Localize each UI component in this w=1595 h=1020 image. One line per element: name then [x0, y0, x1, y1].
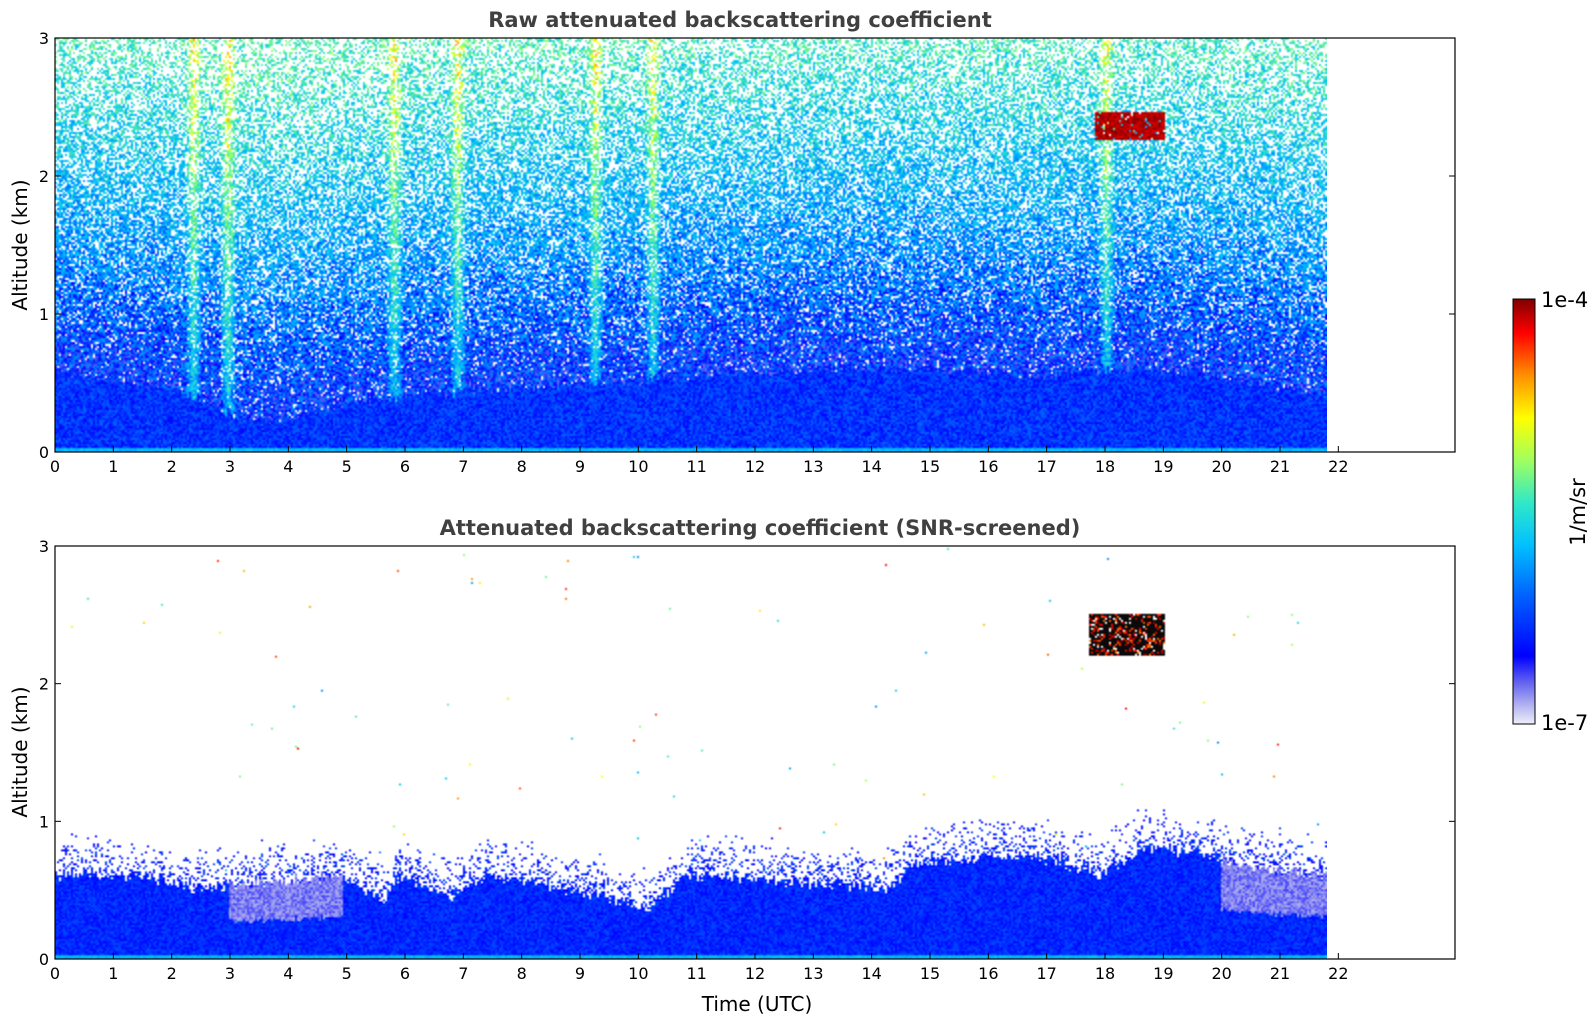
panel-screened-xtick-label: 19 [1153, 964, 1173, 983]
panel-screened-xtick-label: 21 [1270, 964, 1290, 983]
panel-screened-xtick-label: 20 [1211, 964, 1231, 983]
panel-raw-xtick-label: 16 [978, 457, 998, 476]
panel-screened-ytick-label: 0 [39, 950, 49, 969]
panel-raw-xtick-label: 3 [225, 457, 235, 476]
panel-raw-xtick-label: 21 [1270, 457, 1290, 476]
panel-screened-xtick-label: 4 [283, 964, 293, 983]
colorbar-gradient [1512, 298, 1536, 725]
colorbar: 1e-4 1e-7 1/m/sr [1512, 288, 1590, 735]
colorbar-min-label: 1e-7 [1541, 711, 1588, 735]
panel-raw-xtick-label: 13 [803, 457, 823, 476]
panel-screened-xtick-label: 6 [400, 964, 410, 983]
panel-screened-xtick-label: 2 [167, 964, 177, 983]
panel-screened-xtick-label: 3 [225, 964, 235, 983]
panel-raw-xtick-label: 1 [108, 457, 118, 476]
panel-screened-xtick-label: 22 [1328, 964, 1348, 983]
panel-screened-xtick-label: 5 [342, 964, 352, 983]
panel-raw-xtick-label: 14 [861, 457, 881, 476]
panel-screened-xtick-label: 17 [1036, 964, 1056, 983]
panel-raw-ylabel: Altitude (km) [8, 179, 32, 310]
panel-screened-xtick-label: 12 [745, 964, 765, 983]
panel-screened: Attenuated backscattering coefficient (S… [8, 516, 1456, 1016]
panel-screened-xtick-label: 18 [1095, 964, 1115, 983]
panel-screened-xtick-label: 0 [50, 964, 60, 983]
panel-screened-xlabel: Time (UTC) [701, 992, 813, 1016]
panel-raw-xtick-label: 2 [167, 457, 177, 476]
panel-screened-xtick-label: 13 [803, 964, 823, 983]
panel-screened-xtick-label: 1 [108, 964, 118, 983]
colorbar-max-label: 1e-4 [1541, 288, 1588, 312]
panel-raw-xtick-label: 7 [458, 457, 468, 476]
panel-screened-ylabel: Altitude (km) [8, 686, 32, 817]
panel-raw-xtick-label: 4 [283, 457, 293, 476]
panel-raw-xtick-label: 22 [1328, 457, 1348, 476]
panel-screened-xtick-label: 9 [575, 964, 585, 983]
panel-screened-xtick-label: 10 [628, 964, 648, 983]
panel-screened-heatmap [55, 546, 1327, 959]
panel-screened-xtick-label: 15 [920, 964, 940, 983]
panel-raw-ytick-label: 2 [39, 167, 49, 186]
panel-screened-xtick-label: 7 [458, 964, 468, 983]
panel-raw-ytick-label: 0 [39, 443, 49, 462]
panel-screened-ytick-label: 1 [39, 812, 49, 831]
panel-screened-xtick-label: 11 [686, 964, 706, 983]
panel-raw-xtick-label: 0 [50, 457, 60, 476]
panel-screened-xtick-label: 14 [861, 964, 881, 983]
panel-raw: Raw attenuated backscattering coefficien… [8, 8, 1456, 476]
panel-raw-xtick-label: 8 [517, 457, 527, 476]
panel-screened-ytick-label: 2 [39, 675, 49, 694]
panel-raw-xtick-label: 12 [745, 457, 765, 476]
panel-raw-ytick-label: 3 [39, 29, 49, 48]
panel-raw-ytick-label: 1 [39, 305, 49, 324]
colorbar-unit-label: 1/m/sr [1566, 478, 1590, 546]
panel-raw-title: Raw attenuated backscattering coefficien… [488, 8, 992, 32]
panel-screened-ytick-label: 3 [39, 537, 49, 556]
panel-screened-title: Attenuated backscattering coefficient (S… [440, 516, 1081, 540]
panel-raw-xtick-label: 9 [575, 457, 585, 476]
panel-screened-xtick-label: 8 [517, 964, 527, 983]
panel-raw-xtick-label: 10 [628, 457, 648, 476]
panel-screened-xtick-label: 16 [978, 964, 998, 983]
panel-raw-xtick-label: 17 [1036, 457, 1056, 476]
panel-raw-xtick-label: 11 [686, 457, 706, 476]
panel-raw-xtick-label: 5 [342, 457, 352, 476]
panel-raw-xtick-label: 6 [400, 457, 410, 476]
panel-raw-xtick-label: 15 [920, 457, 940, 476]
panel-raw-heatmap [55, 38, 1327, 452]
panel-raw-xtick-label: 20 [1211, 457, 1231, 476]
panel-raw-xtick-label: 19 [1153, 457, 1173, 476]
panel-raw-xtick-label: 18 [1095, 457, 1115, 476]
